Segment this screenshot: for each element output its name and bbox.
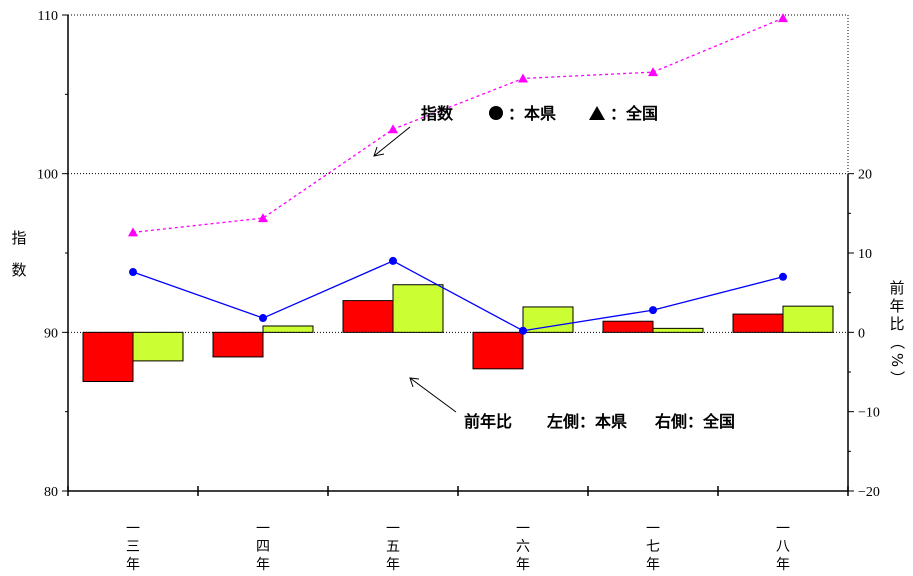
right-tick-label: −10 [858, 406, 880, 421]
point-national-3 [518, 73, 528, 83]
arrowhead-icon [373, 146, 385, 157]
bar-national-0 [132, 331, 184, 362]
category-label-char: 一 [256, 521, 270, 537]
right-tick-label: 0 [858, 326, 865, 341]
line-series [128, 13, 788, 335]
point-prefecture-5 [779, 272, 787, 281]
bar-prefecture-4 [602, 320, 654, 333]
point-national-1 [258, 213, 268, 223]
left-tick-label: 100 [37, 168, 58, 183]
legend-yoy-series2: 右側：全国 [655, 412, 735, 431]
left-axis-title-char: 数 [11, 261, 26, 279]
point-prefecture-3 [519, 326, 527, 335]
category-label-char: 七 [646, 539, 660, 555]
left-tick-label: 90 [44, 326, 58, 341]
left-tick-label: 80 [44, 485, 58, 500]
category-label-char: 一 [386, 521, 400, 537]
point-national-2 [388, 124, 398, 134]
right-tick-label: 10 [858, 247, 872, 262]
category-label-char: 年 [646, 557, 660, 573]
point-prefecture-1 [259, 314, 267, 323]
right-axis-title-char: ） [888, 370, 906, 385]
axes [62, 14, 854, 496]
point-prefecture-2 [389, 256, 397, 265]
triangle-marker-icon [589, 106, 605, 120]
legend-yoy-series1: 左側：本県 [546, 412, 627, 431]
line-prefecture [132, 260, 784, 332]
category-label-char: 六 [516, 539, 530, 555]
legend-index-series1: ：本県 [508, 104, 556, 123]
category-label-char: 年 [386, 557, 400, 573]
left-axis-title-char: 指 [11, 229, 26, 247]
point-prefecture-4 [649, 306, 657, 315]
bar-national-4 [652, 327, 704, 333]
category-label-char: 年 [126, 557, 140, 573]
line-national [132, 17, 784, 234]
legend-index-series2: ：全国 [610, 104, 658, 123]
legend-index: 指数 ：本県 ：全国 [373, 104, 658, 157]
point-national-4 [648, 67, 658, 77]
bar-national-5 [782, 305, 834, 333]
legend-yoy-arrow [409, 377, 457, 413]
category-label-char: 一 [516, 521, 530, 537]
category-label-char: 年 [776, 557, 790, 573]
category-label-char: 年 [256, 557, 270, 573]
gridlines [68, 14, 849, 333]
bar-prefecture-2 [342, 300, 394, 333]
axis-labels: 8090100110−20−1001020一三年一四年一五年一六年一七年一八年指… [11, 9, 906, 573]
right-tick-label: −20 [858, 485, 880, 500]
circle-marker-icon [489, 106, 503, 120]
bar-national-2 [392, 284, 444, 333]
right-axis-title-char: 前 [889, 279, 904, 297]
category-label-char: 五 [386, 539, 400, 555]
right-tick-label: 20 [858, 168, 872, 183]
bar-series [82, 284, 834, 383]
right-axis-title-char: 年 [889, 297, 904, 315]
bar-national-3 [522, 306, 574, 333]
category-label-char: 一 [776, 521, 790, 537]
category-label-char: 四 [256, 539, 270, 555]
bar-prefecture-1 [212, 331, 264, 358]
right-axis-title-char: 比 [889, 315, 904, 333]
legend-index-title: 指数 [421, 104, 454, 123]
category-label-char: 三 [126, 539, 140, 555]
point-national-0 [128, 227, 138, 237]
bar-prefecture-3 [472, 331, 524, 370]
arrowhead-icon [409, 377, 420, 388]
category-label-char: 一 [646, 521, 660, 537]
legend-yoy-title: 前年比 [464, 412, 512, 431]
legend-index-arrow [373, 126, 411, 157]
legend-yoy: 前年比 左側：本県 右側：全国 [409, 377, 735, 431]
category-label-char: 八 [776, 539, 790, 555]
point-prefecture-0 [129, 268, 137, 277]
category-label-char: 年 [516, 557, 530, 573]
bar-prefecture-5 [732, 313, 784, 333]
left-tick-label: 110 [38, 9, 58, 24]
right-axis-title-char: % [888, 353, 906, 367]
point-national-5 [778, 13, 788, 23]
bar-national-1 [262, 325, 314, 333]
right-axis-title-char: （ [888, 334, 906, 349]
category-label-char: 一 [126, 521, 140, 537]
bar-prefecture-0 [82, 331, 134, 383]
